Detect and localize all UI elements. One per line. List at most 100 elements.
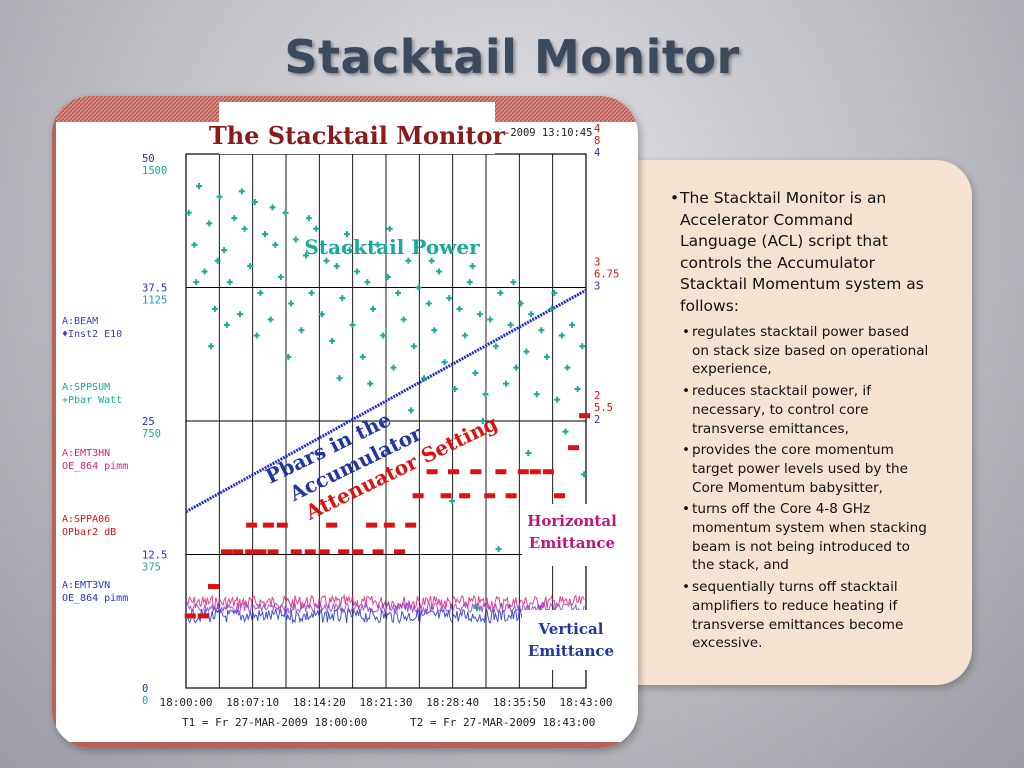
right-axis-label: 4 [594, 123, 600, 135]
attenuator-series [184, 413, 591, 619]
emittance-traces [186, 593, 585, 625]
horizontal-label-box [522, 504, 618, 566]
annotation-vertical-1: Vertical [538, 620, 604, 638]
power-point [247, 263, 254, 270]
power-point [562, 428, 569, 435]
power-point [469, 263, 476, 270]
power-point [201, 268, 208, 275]
sub-bullet-text: reduces stacktail power, if necessary, t… [692, 383, 871, 437]
power-point [343, 231, 350, 238]
power-point [479, 418, 486, 424]
power-point [395, 289, 402, 296]
attenuator-point [542, 469, 554, 475]
attenuator-point [426, 469, 438, 475]
power-point [208, 343, 215, 350]
vertical-label-box [522, 610, 618, 670]
right-axis-labels: 484 36.753 25.52 [594, 123, 619, 426]
attenuator-point [567, 445, 579, 451]
power-point [253, 332, 260, 339]
attenuator-point [383, 522, 395, 528]
sub-bullet-list: • regulates stacktail power based on stac… [682, 323, 930, 653]
power-point [323, 257, 330, 264]
sub-bullet-text: provides the core momentum target power … [692, 442, 909, 496]
power-point [503, 380, 509, 387]
power-point [513, 364, 520, 371]
power-point [482, 391, 489, 398]
power-point [428, 257, 435, 264]
power-point [487, 316, 494, 323]
text-panel [600, 160, 972, 685]
bullet-dot: • [682, 579, 691, 596]
power-point [359, 353, 366, 360]
footer-t2: T2 = Fr 27-MAR-2009 18:43:00 [410, 716, 595, 729]
power-point [313, 225, 320, 232]
power-point [574, 385, 581, 392]
power-point [474, 604, 481, 611]
power-point [579, 343, 586, 350]
sub-bullet: • regulates stacktail power based on stac… [682, 323, 930, 379]
power-point [333, 263, 340, 270]
right-axis-label: 3 [594, 257, 600, 269]
attenuator-point [290, 549, 302, 555]
power-point [269, 204, 276, 211]
chart-timestamp: -2009 13:10:45 [504, 127, 593, 139]
left-axis-label-secondary: 750 [142, 428, 161, 440]
power-point [449, 498, 456, 505]
power-point [554, 396, 561, 403]
left-axis-label-primary: 12.5 [142, 550, 167, 562]
power-point [374, 241, 381, 248]
chart-bottom-border [52, 742, 638, 748]
attenuator-point [579, 413, 591, 419]
power-point [543, 353, 550, 360]
left-axis-label-primary: 25 [142, 416, 155, 428]
power-point [564, 364, 571, 371]
power-point [533, 391, 540, 398]
attenuator-point [338, 549, 350, 555]
right-axis-label: 4 [594, 147, 600, 159]
beam-series [185, 288, 587, 514]
left-axis-label-secondary: 0 [142, 695, 148, 707]
power-point [206, 220, 213, 227]
legend-item-name: A:SPPSUM [62, 382, 110, 393]
power-point [569, 321, 576, 328]
attenuator-point [221, 549, 232, 555]
x-axis-tick-label: 18:07:10 [226, 696, 279, 709]
attenuator-point [245, 549, 257, 555]
power-point [231, 215, 238, 222]
x-axis-tick-label: 18:14:20 [293, 696, 346, 709]
power-point [548, 305, 555, 312]
chart-left-border [52, 96, 56, 748]
power-point [349, 321, 356, 328]
attenuator-point [447, 469, 459, 475]
power-point [425, 300, 432, 307]
left-axis-label-primary: 0 [142, 683, 148, 695]
power-point [241, 225, 248, 232]
annotation-horizontal-2: Emittance [529, 534, 615, 552]
sub-bullet-text: turns off the Core 4-8 GHz momentum syst… [692, 501, 927, 574]
power-point [346, 247, 353, 254]
power-point [193, 279, 200, 286]
power-point [282, 209, 289, 216]
power-point [400, 316, 407, 323]
power-point [251, 199, 258, 206]
chart-title-box [219, 102, 495, 154]
annotation-horizontal-1: Horizontal [527, 512, 617, 530]
legend-item-name: A:BEAM [62, 316, 98, 327]
sub-bullet: • reduces stacktail power, if necessary, … [682, 382, 930, 438]
x-axis-tick-label: 18:00:00 [160, 696, 213, 709]
x-axis-ticks: 18:00:00 18:07:10 18:14:20 18:21:30 18:28:40… [160, 696, 613, 709]
left-axis-label-primary: 37.5 [142, 283, 167, 295]
power-point [226, 279, 233, 286]
right-axis-label: 2 [594, 414, 600, 426]
attenuator-point [246, 522, 258, 528]
power-point [390, 364, 397, 371]
power-point [267, 316, 274, 323]
attenuator-point [459, 493, 471, 499]
attenuator-point [352, 549, 364, 555]
power-point [380, 332, 387, 339]
chart-title: The Stacktail Monitor [209, 121, 506, 150]
bullet-dot: • [682, 442, 691, 459]
bullet-dot: • [682, 501, 691, 518]
power-point [211, 305, 218, 312]
